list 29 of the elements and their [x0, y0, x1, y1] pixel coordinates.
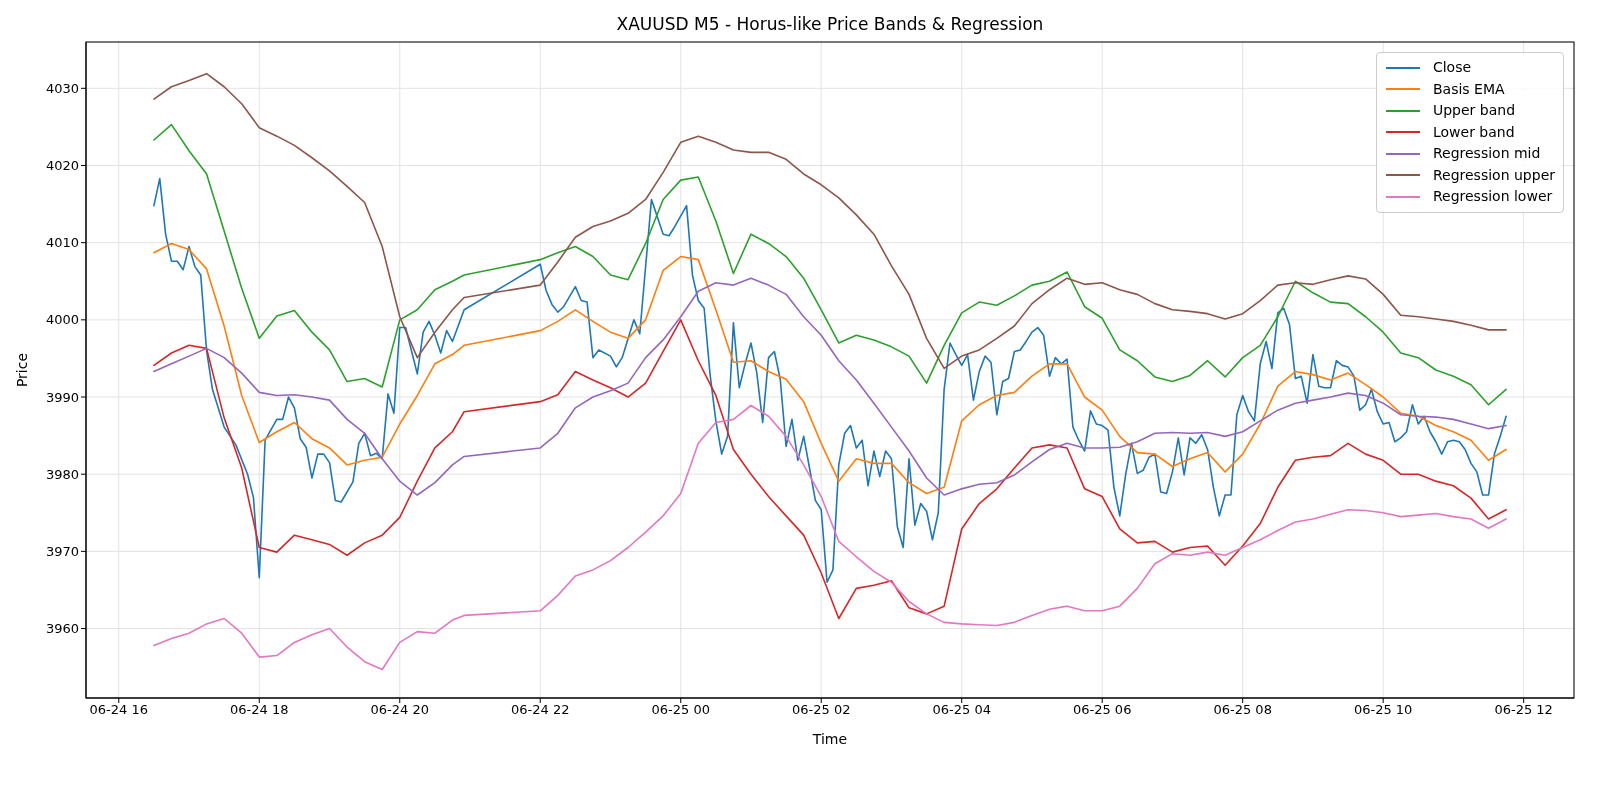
legend-label: Regression lower: [1432, 187, 1553, 206]
y-tick-label: 4000: [45, 312, 79, 328]
y-tick-label: 4030: [45, 80, 79, 96]
x-tick-label: 06-24 20: [370, 702, 429, 718]
x-tick-label: 06-25 02: [791, 702, 851, 718]
x-tick-label: 06-24 16: [89, 702, 149, 718]
legend-label: Regression upper: [1432, 165, 1555, 185]
y-tick-label: 3980: [45, 466, 79, 482]
x-tick-label: 06-25 10: [1353, 702, 1413, 718]
y-tick-label: 3990: [45, 389, 79, 405]
x-tick-label: 06-25 08: [1213, 702, 1272, 718]
x-tick-label: 06-25 06: [1072, 702, 1132, 718]
x-tick-label: 06-25 00: [651, 702, 710, 718]
legend-label: Basis EMA: [1432, 79, 1505, 99]
legend-label: Upper band: [1432, 101, 1516, 120]
y-tick-label: 4020: [45, 158, 79, 174]
x-tick-label: 06-25 12: [1494, 702, 1553, 718]
legend-label: Regression mid: [1432, 144, 1541, 163]
x-tick-label: 06-25 04: [932, 702, 991, 718]
y-axis-title: Price: [13, 352, 30, 388]
x-axis-title: Time: [811, 731, 848, 747]
chart-title: XAUUSD M5 - Horus-like Price Bands & Regression: [615, 14, 1045, 34]
y-tick-label: 3970: [45, 543, 79, 559]
legend-label: Lower band: [1432, 122, 1515, 142]
x-tick-label: 06-24 22: [511, 702, 570, 718]
x-tick-label: 06-24 18: [230, 702, 289, 718]
y-tick-label: 4010: [45, 235, 79, 251]
y-tick-label: 3960: [45, 621, 79, 637]
legend-label: Close: [1432, 58, 1472, 77]
